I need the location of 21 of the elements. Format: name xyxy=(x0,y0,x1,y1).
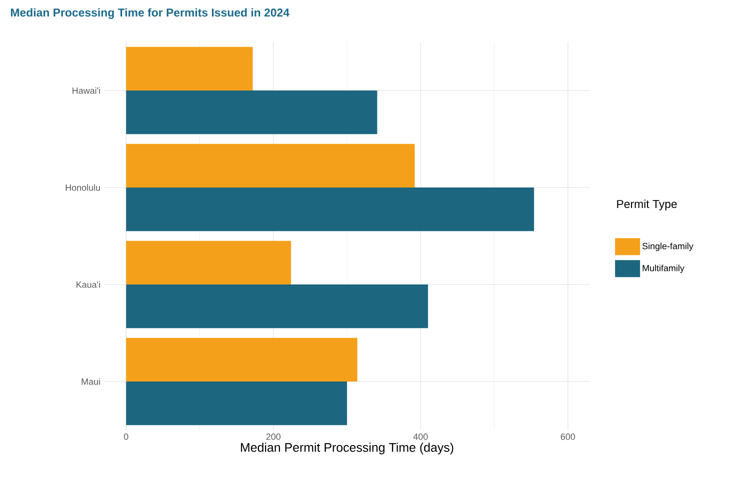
bar xyxy=(126,338,358,382)
chart-title: Median Processing Time for Permits Issued in 2024 xyxy=(10,8,290,19)
x-axis-title: Median Permit Processing Time (days) xyxy=(240,442,454,454)
y-tick-label: Maui xyxy=(82,378,100,385)
bar xyxy=(126,381,348,426)
legend-label: Multifamily xyxy=(642,264,684,274)
bar xyxy=(126,90,378,134)
y-tick-label: Hawai'i xyxy=(72,87,100,94)
y-tick-label: Honolulu xyxy=(66,184,100,191)
bar xyxy=(126,46,253,90)
x-tick-label: 400 xyxy=(413,434,428,440)
x-tick-label: 200 xyxy=(266,434,281,440)
legend-title: Permit Type xyxy=(617,200,677,210)
legend-label: Single-family xyxy=(642,242,694,252)
bar xyxy=(126,187,534,232)
y-tick-label: Kaua'i xyxy=(76,281,100,288)
bar xyxy=(126,284,428,328)
bar xyxy=(126,240,292,284)
bar xyxy=(126,144,415,188)
x-tick-label: 600 xyxy=(560,434,576,440)
x-tick-label: 0 xyxy=(124,434,128,440)
